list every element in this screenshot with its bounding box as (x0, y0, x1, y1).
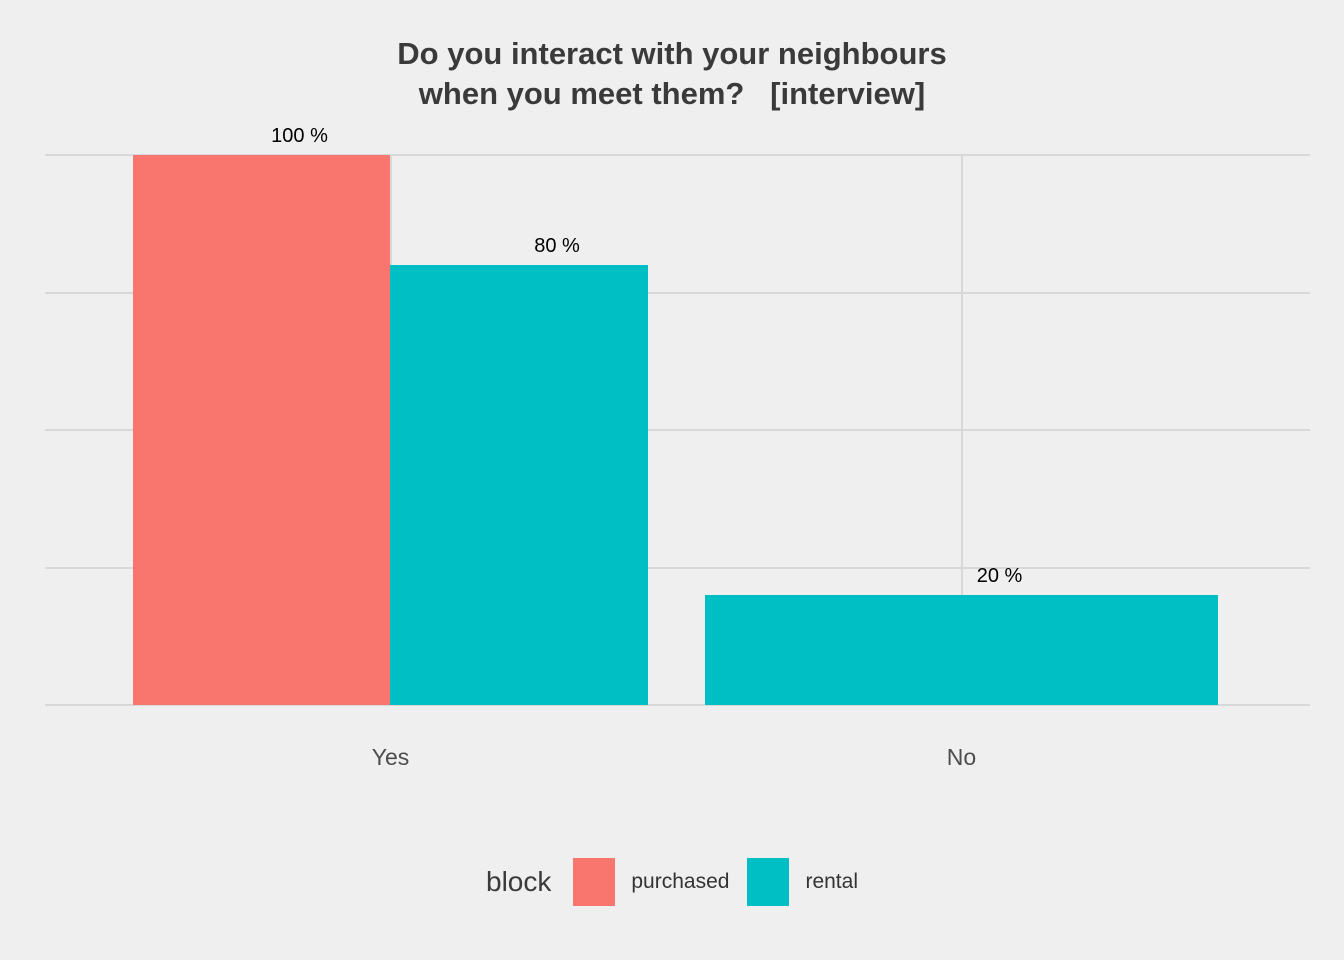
chart-title-line1: Do you interact with your neighbours (397, 36, 947, 71)
x-tick-label-no: No (946, 744, 977, 770)
chart-title-line2: when you meet them? [interview] (418, 75, 926, 111)
chart-title: Do you interact with your neighbours whe… (0, 34, 1344, 113)
legend-swatch-purchased (573, 858, 616, 906)
bar-no-rental (705, 595, 1218, 705)
legend-item-purchased: purchased (573, 858, 729, 906)
legend-title: block (486, 866, 552, 897)
gridline-horizontal (45, 291, 1310, 294)
gridline-horizontal (45, 566, 1310, 569)
bar-yes-rental (390, 265, 648, 705)
legend-label-rental: rental (805, 870, 858, 893)
gridline-horizontal (45, 429, 1310, 431)
x-tick-label-yes: Yes (371, 744, 410, 770)
bar-value-label: 20 % (976, 565, 1023, 587)
legend-label-purchased: purchased (631, 870, 730, 893)
bar-value-label: 100 % (271, 125, 328, 147)
bar-yes-purchased (133, 155, 390, 705)
legend-item-rental: rental (747, 858, 858, 906)
gridline-vertical (960, 155, 963, 705)
legend: block purchased rental (0, 856, 1344, 908)
gridline-horizontal (45, 154, 1310, 156)
legend-swatch-rental (747, 858, 790, 906)
bar-value-label: 80 % (534, 235, 580, 257)
gridline-horizontal (45, 704, 1310, 706)
